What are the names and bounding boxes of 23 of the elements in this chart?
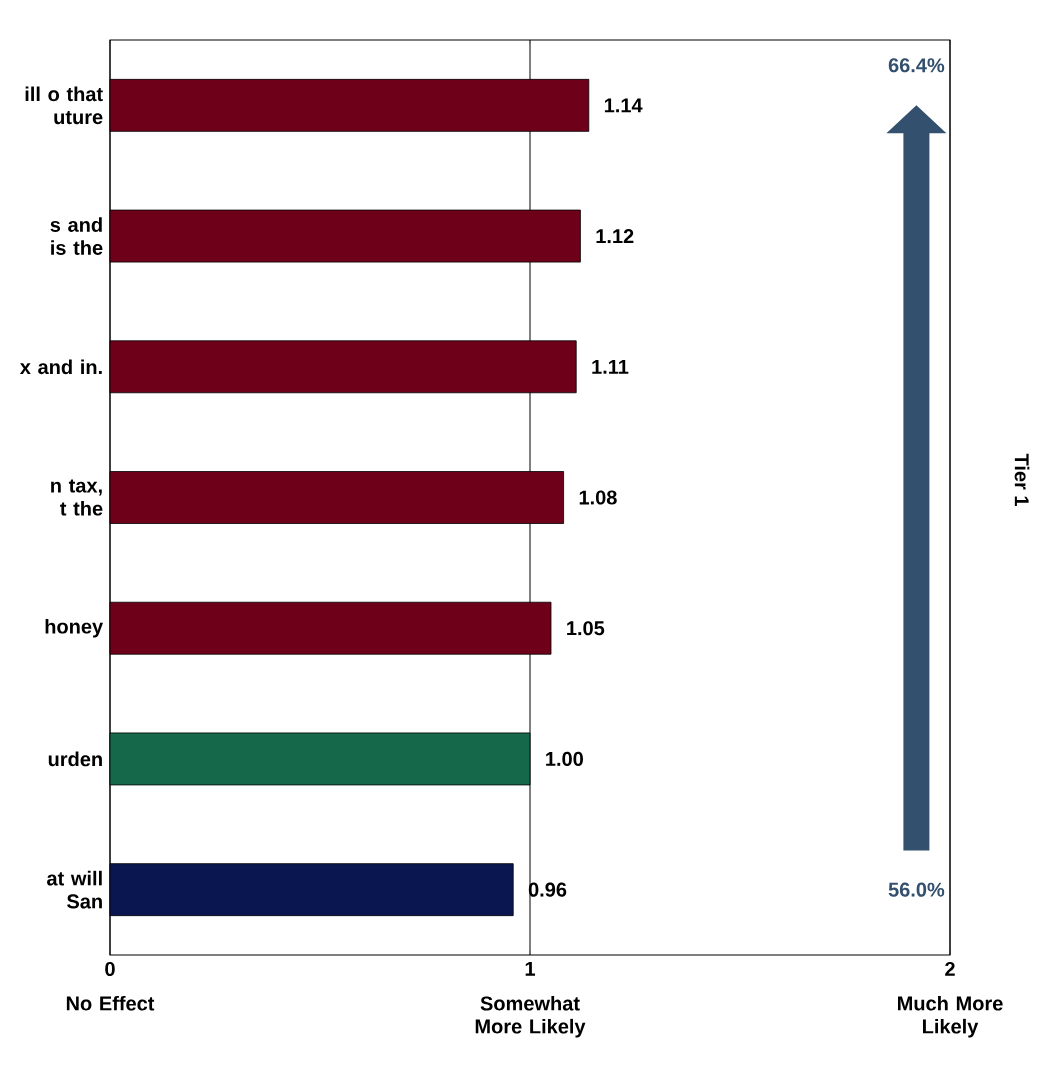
x-tick-label: 2: [945, 961, 955, 976]
y-tick-label: n tax, t the: [51, 479, 103, 516]
text: No Effect: [66, 995, 155, 1011]
data-label: 0.96: [528, 882, 567, 897]
data-label: 1.11: [592, 359, 629, 374]
annotation: 56.0%: [888, 882, 945, 897]
y-tick-label: urden: [48, 751, 102, 767]
x-tick-label: 1: [525, 961, 536, 976]
y-tick-label: honey: [45, 618, 104, 638]
text: Much More Likely: [898, 995, 1003, 1038]
data-label: 1.14: [604, 98, 643, 113]
y-tick-label: x and in.: [19, 359, 102, 375]
y-tick-label: at will San: [47, 870, 102, 909]
y-tick-label: s and is the: [50, 217, 103, 255]
annotation: 66.4%: [888, 58, 945, 73]
data-label: 1.08: [579, 490, 617, 505]
y-tick-label: ill o that uture: [25, 86, 103, 125]
data-label: 1.00: [546, 751, 583, 767]
text: Somewhat More Likely: [475, 995, 586, 1038]
text: Tier 1: [1014, 453, 1030, 506]
data-label: 1.12: [596, 229, 634, 244]
x-tick-label: 0: [105, 961, 115, 977]
data-label: 1.05: [567, 621, 605, 636]
